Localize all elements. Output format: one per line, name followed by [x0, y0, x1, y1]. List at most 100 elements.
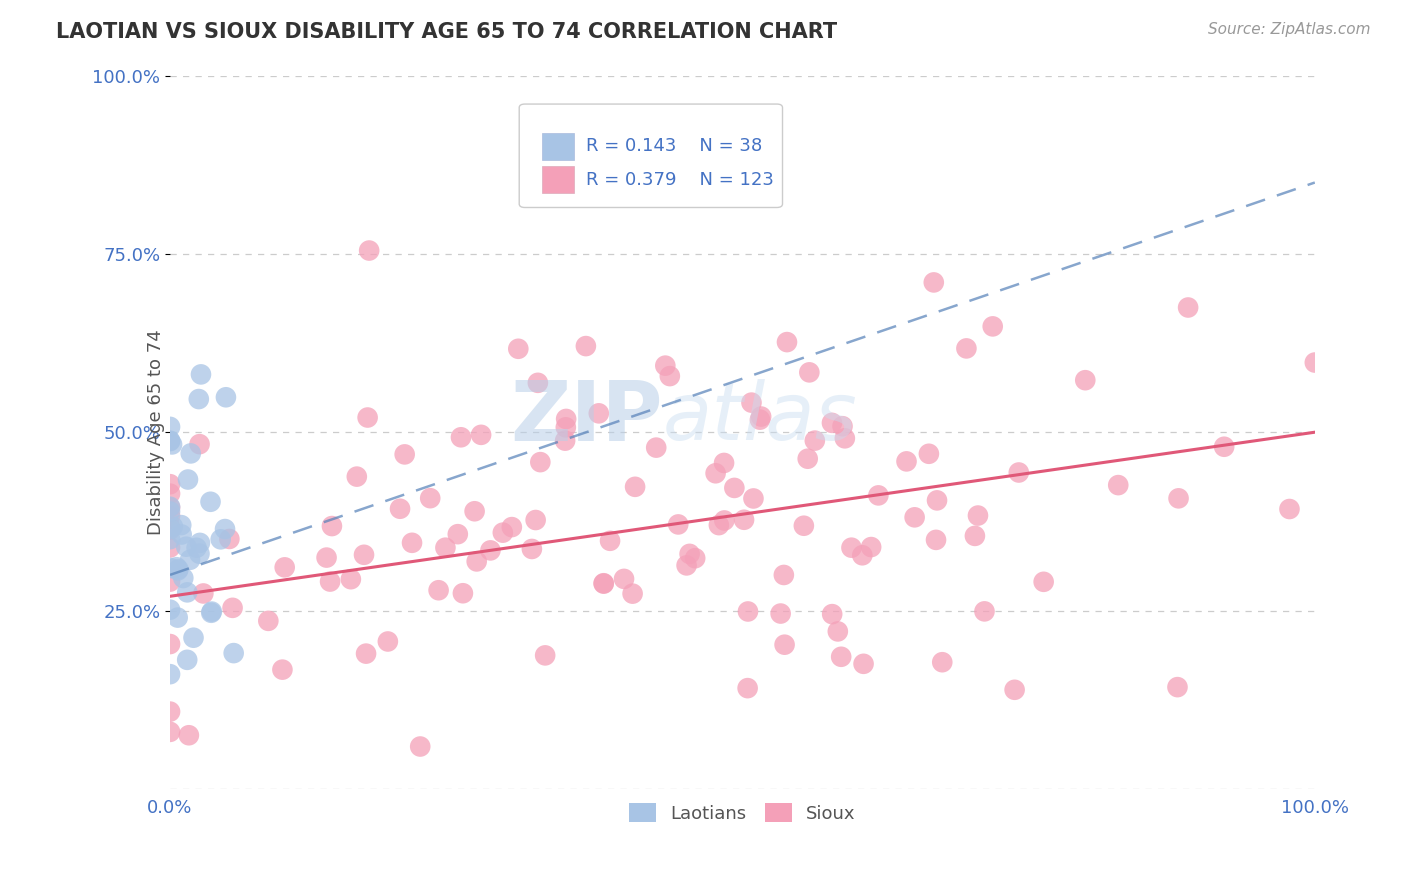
Point — [599, 533, 621, 548]
Point — [868, 488, 890, 502]
Point — [621, 587, 644, 601]
Point — [658, 369, 681, 384]
Point — [359, 244, 381, 258]
Point — [319, 574, 342, 589]
Point — [159, 508, 181, 523]
Point — [159, 705, 181, 719]
Point — [821, 416, 844, 430]
Point — [981, 319, 1004, 334]
Text: Source: ZipAtlas.com: Source: ZipAtlas.com — [1208, 22, 1371, 37]
Point — [159, 520, 181, 534]
Point — [678, 547, 700, 561]
Point — [159, 500, 181, 515]
Point — [159, 667, 181, 681]
Point — [167, 563, 190, 577]
Point — [1278, 502, 1301, 516]
Point — [723, 481, 745, 495]
Point — [186, 541, 208, 555]
Point — [769, 607, 792, 621]
Point — [925, 533, 948, 547]
Point — [796, 451, 818, 466]
Point — [167, 562, 190, 576]
Point — [749, 409, 772, 424]
Point — [450, 430, 472, 444]
Point — [222, 646, 245, 660]
Point — [704, 467, 727, 481]
Point — [353, 548, 375, 562]
Point — [1213, 440, 1236, 454]
Point — [963, 529, 986, 543]
Point — [799, 365, 821, 379]
Point — [918, 447, 941, 461]
Y-axis label: Disability Age 65 to 74: Disability Age 65 to 74 — [148, 329, 165, 535]
Text: R = 0.143    N = 38: R = 0.143 N = 38 — [586, 137, 762, 155]
Point — [177, 728, 200, 742]
Point — [159, 561, 181, 575]
Point — [218, 532, 240, 546]
Point — [524, 513, 547, 527]
Text: LAOTIAN VS SIOUX DISABILITY AGE 65 TO 74 CORRELATION CHART: LAOTIAN VS SIOUX DISABILITY AGE 65 TO 74… — [56, 22, 838, 42]
Point — [737, 681, 759, 695]
Point — [179, 553, 201, 567]
FancyBboxPatch shape — [543, 166, 574, 194]
Point — [588, 406, 610, 420]
Point — [166, 560, 188, 574]
Point — [1177, 301, 1199, 315]
Text: ZIP: ZIP — [510, 377, 662, 458]
Point — [434, 541, 457, 555]
Point — [159, 504, 181, 518]
Text: R = 0.379    N = 123: R = 0.379 N = 123 — [586, 171, 773, 189]
Point — [773, 568, 796, 582]
Point — [834, 431, 856, 445]
Text: atlas: atlas — [662, 379, 858, 457]
Point — [1107, 478, 1129, 492]
Point — [479, 543, 502, 558]
Point — [860, 540, 883, 554]
Point — [624, 480, 647, 494]
Point — [200, 495, 222, 509]
Point — [271, 663, 294, 677]
Point — [737, 605, 759, 619]
Point — [613, 572, 636, 586]
Point — [174, 540, 197, 554]
Point — [1166, 680, 1188, 694]
Point — [356, 410, 378, 425]
Point — [1303, 355, 1326, 369]
Point — [592, 576, 614, 591]
Point — [931, 655, 953, 669]
Point — [409, 739, 432, 754]
Point — [1074, 373, 1097, 387]
Point — [354, 647, 377, 661]
Point — [904, 510, 927, 524]
Point — [177, 473, 200, 487]
Point — [451, 586, 474, 600]
Point — [554, 434, 576, 448]
Point — [1032, 574, 1054, 589]
Point — [464, 504, 486, 518]
Point — [645, 441, 668, 455]
FancyBboxPatch shape — [519, 104, 783, 208]
Point — [188, 437, 211, 451]
Legend: Laotians, Sioux: Laotians, Sioux — [621, 796, 863, 830]
Point — [501, 520, 523, 534]
Point — [1167, 491, 1189, 506]
Point — [427, 583, 450, 598]
Point — [257, 614, 280, 628]
Point — [193, 586, 215, 600]
Point — [675, 558, 697, 573]
Point — [394, 447, 416, 461]
Point — [172, 571, 194, 585]
Point — [346, 469, 368, 483]
Point — [201, 605, 224, 619]
Point — [188, 536, 211, 550]
Point — [159, 523, 181, 537]
Point — [159, 532, 181, 546]
Point — [973, 604, 995, 618]
Point — [470, 427, 492, 442]
Point — [166, 610, 188, 624]
Point — [592, 576, 614, 591]
Point — [180, 446, 202, 460]
Point — [162, 519, 184, 533]
Point — [827, 624, 849, 639]
Point — [527, 376, 550, 390]
